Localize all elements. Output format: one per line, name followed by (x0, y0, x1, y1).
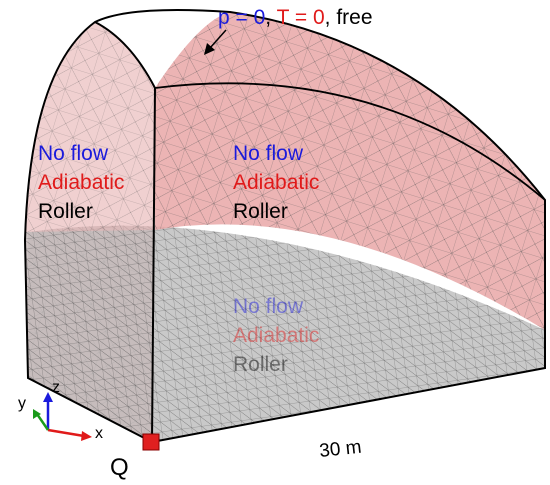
top-edge (154, 82, 546, 201)
top-label-part: T = 0 (277, 6, 325, 29)
arrowhead (204, 43, 215, 55)
top-label-part: , (265, 6, 276, 29)
top-label: p = 0, T = 0, free (218, 6, 373, 29)
point-q-marker (142, 433, 160, 451)
front-arc (94, 21, 156, 89)
length-label: 30 m (318, 437, 362, 462)
top-label-part: p = 0 (218, 6, 265, 29)
top-mesh (155, 12, 545, 330)
boundary-label: No flow (38, 142, 109, 165)
boundary-label: No flow (233, 295, 304, 318)
point-label: Q (110, 454, 129, 481)
axis-y (35, 413, 50, 431)
outline (23, 9, 546, 444)
boundary-label: Adiabatic (233, 171, 319, 194)
axis-z-label: z (52, 379, 60, 396)
boundary-label: Roller (233, 200, 288, 223)
boundary-label: Adiabatic (233, 324, 319, 347)
arrow (209, 29, 227, 49)
floor-mesh (28, 225, 545, 442)
boundary-label: No flow (233, 142, 304, 165)
front-face-lower-mesh (25, 230, 155, 442)
boundary-label: Roller (38, 200, 93, 223)
axis-x (47, 428, 85, 438)
axis-y-label: y (18, 395, 26, 412)
top-label-part: , free (325, 6, 373, 29)
boundary-label: Adiabatic (38, 171, 124, 194)
axis-x-head (81, 431, 92, 441)
axis-x-label: x (95, 425, 103, 442)
axis-z-head (43, 392, 53, 402)
axis-y-head (33, 409, 41, 419)
boundary-label: Roller (233, 353, 288, 376)
